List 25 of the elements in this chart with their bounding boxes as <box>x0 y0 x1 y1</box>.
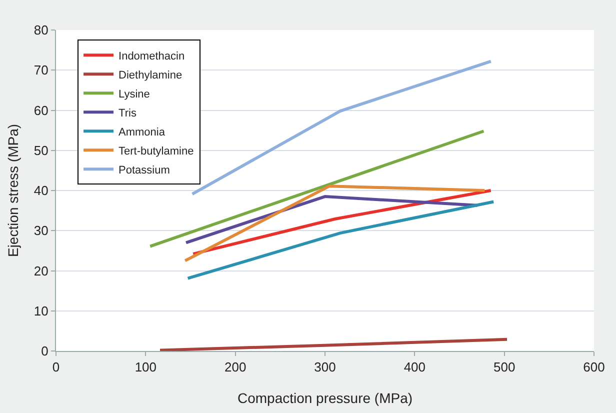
legend-label: Indomethacin <box>118 50 185 62</box>
legend-label: Lysine <box>118 88 150 100</box>
legend-label: Potassium <box>118 164 170 176</box>
y-tick-label: 0 <box>41 344 48 359</box>
x-tick-label: 300 <box>314 360 336 375</box>
y-tick-label: 10 <box>34 303 48 318</box>
x-tick-label: 600 <box>583 360 605 375</box>
y-tick-label: 20 <box>34 263 48 278</box>
y-tick-label: 30 <box>34 223 48 238</box>
y-tick-label: 80 <box>34 22 48 38</box>
x-axis-title: Compaction pressure (MPa) <box>237 390 413 406</box>
x-tick-label: 100 <box>134 360 157 375</box>
legend-label: Tris <box>118 107 137 120</box>
x-tick-label: 200 <box>224 360 246 375</box>
x-tick-label: 0 <box>52 360 60 375</box>
legend-label: Ammonia <box>118 126 166 138</box>
legend-label: Tert-butylamine <box>118 145 194 158</box>
y-tick-label: 70 <box>34 62 48 78</box>
y-axis-title: Ejection stress (MPa) <box>5 124 21 258</box>
x-tick-label: 400 <box>404 360 426 375</box>
x-tick-label: 500 <box>493 360 516 375</box>
y-tick-label: 60 <box>34 102 48 118</box>
y-tick-label: 50 <box>34 142 48 158</box>
y-tick-label: 40 <box>34 183 48 198</box>
legend-label: Diethylamine <box>118 69 182 82</box>
